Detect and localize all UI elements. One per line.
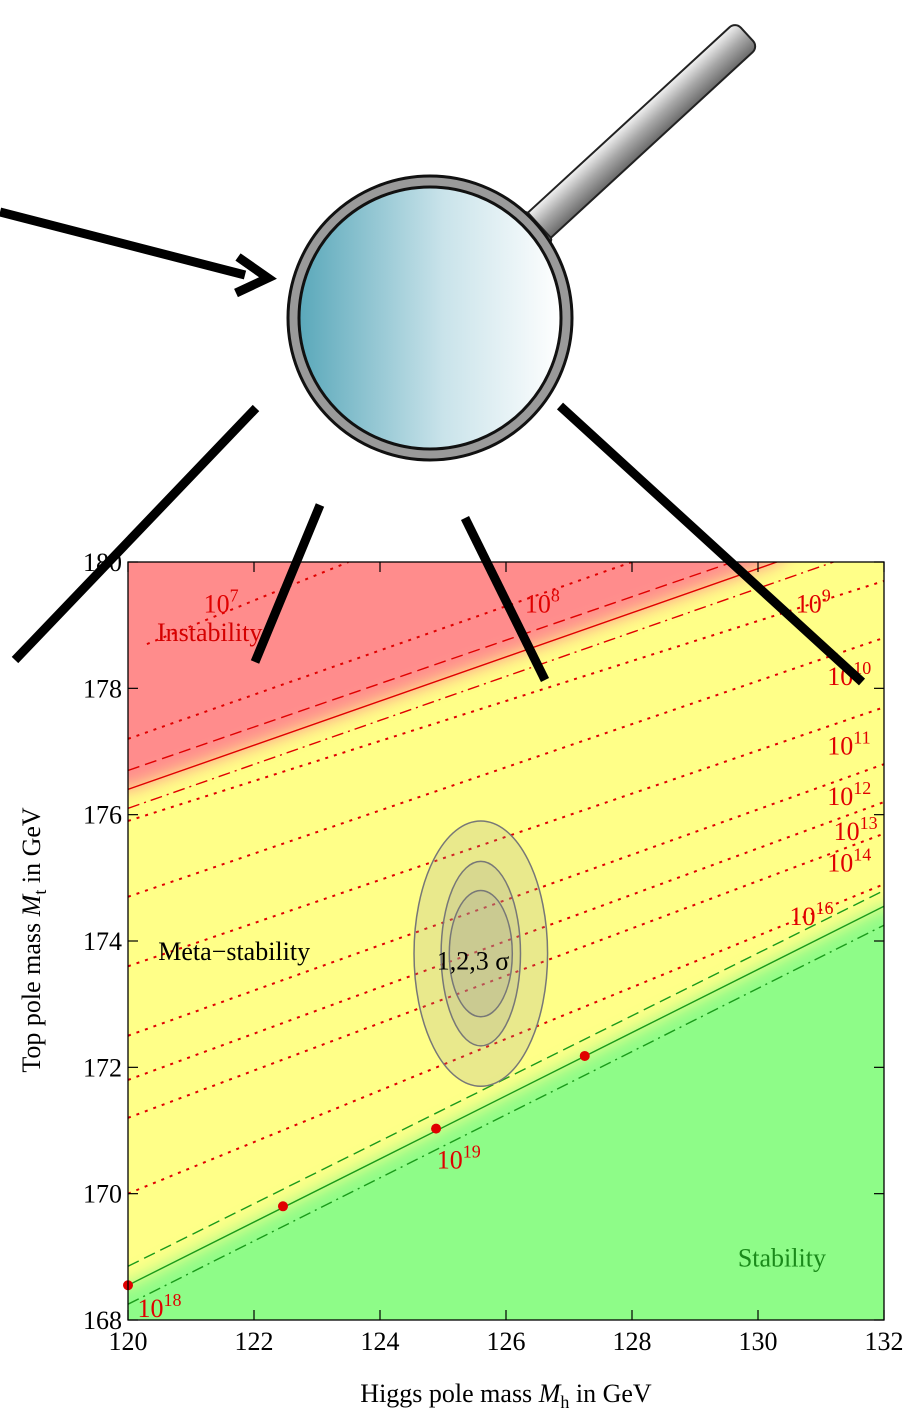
y-axis-label: Top pole mass Mt in GeV	[17, 807, 50, 1073]
x-tick-label: 130	[739, 1327, 778, 1356]
line-label-exponent: 13	[860, 813, 878, 833]
magnifier	[288, 20, 760, 460]
x-tick-label: 122	[235, 1327, 274, 1356]
line-label-exponent: 11	[853, 728, 870, 748]
line-label-base: 10	[204, 590, 230, 619]
line-label-exponent: 18	[163, 1290, 181, 1310]
x-tick-label: 126	[487, 1327, 526, 1356]
line-label-base: 10	[827, 782, 853, 811]
line-label-base: 10	[790, 902, 816, 931]
line-label-base: 10	[437, 1145, 463, 1174]
y-tick-label: 174	[83, 927, 122, 956]
line-label-base: 10	[827, 732, 853, 761]
region-label: Meta−stability	[158, 937, 310, 966]
line-label-base: 10	[834, 817, 860, 846]
x-tick-label: 132	[865, 1327, 904, 1356]
line-label-base: 10	[796, 590, 822, 619]
line-label-base: 10	[137, 1294, 163, 1323]
line-label-exponent: 14	[853, 845, 871, 865]
y-label-text: in GeV	[17, 807, 46, 890]
point	[278, 1201, 288, 1211]
x-label-text: Higgs pole mass	[360, 1379, 538, 1408]
line-label-exponent: 16	[816, 898, 834, 918]
magnifier-handle	[508, 20, 760, 257]
y-tick-label: 178	[83, 674, 122, 703]
line-label-exponent: 7	[230, 586, 239, 606]
x-axis-label: Higgs pole mass Mh in GeV	[360, 1379, 652, 1412]
y-label-symbol: M	[17, 893, 46, 917]
line-label-base: 10	[827, 849, 853, 878]
contour-label: 1,2,3 σ	[437, 946, 510, 975]
x-label-text: in GeV	[569, 1379, 652, 1408]
y-tick-label: 172	[83, 1053, 122, 1082]
x-tick-label: 124	[361, 1327, 400, 1356]
line-label-exponent: 8	[551, 586, 560, 606]
region-label: Instability	[157, 618, 262, 647]
line-label-exponent: 12	[853, 778, 871, 798]
point	[580, 1051, 590, 1061]
x-label-sub: h	[560, 1392, 569, 1412]
point	[431, 1124, 441, 1134]
y-tick-label: 176	[83, 801, 122, 830]
line-label-exponent: 9	[822, 586, 831, 606]
chart: Meta−stability Instability Stability 1,2,3 …	[0, 0, 912, 1417]
line-label-exponent: 19	[463, 1141, 481, 1161]
y-tick-label: 170	[83, 1180, 122, 1209]
y-tick-label: 180	[83, 548, 122, 577]
line-label-base: 10	[525, 590, 551, 619]
y-label-text: Top pole mass	[17, 916, 46, 1072]
y-tick-label: 168	[83, 1306, 122, 1335]
x-label-symbol: M	[538, 1379, 562, 1408]
region-label: Stability	[738, 1243, 826, 1272]
page: {"chart_data": { "type": "phase-diagram"…	[0, 0, 912, 1417]
x-tick-label: 128	[613, 1327, 652, 1356]
